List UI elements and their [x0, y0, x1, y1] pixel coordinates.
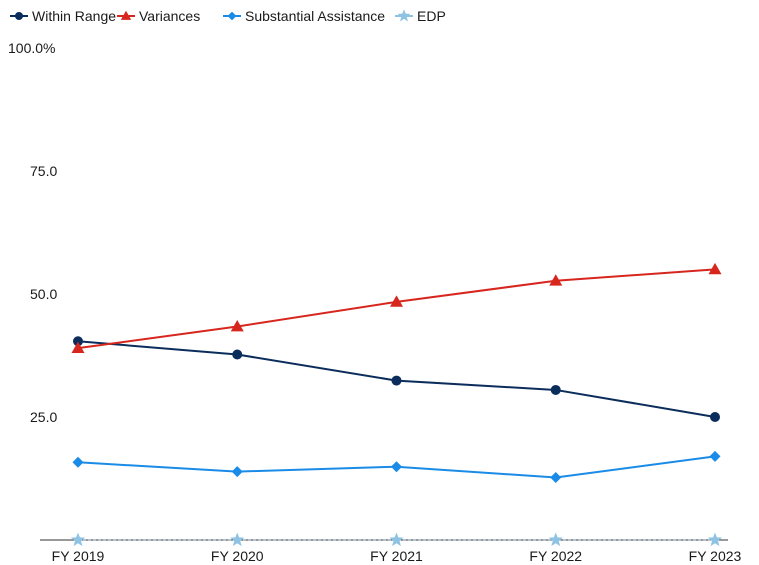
data-point-within-range: [73, 336, 83, 347]
data-point-within-range: [550, 384, 561, 395]
data-point-substantial-assistance: [72, 456, 84, 468]
series-within-range: [73, 336, 720, 422]
legend-item-within-range[interactable]: Within Range: [10, 8, 116, 24]
data-point-substantial-assistance: [391, 461, 402, 473]
y-tick-label: 100.0%: [8, 40, 55, 56]
y-tick-label: 75.0: [30, 163, 57, 179]
series-variances: [71, 262, 722, 353]
legend-item-substantial-assistance[interactable]: Substantial Assistance: [223, 8, 385, 24]
data-point-within-range: [232, 349, 243, 360]
legend-item-variances[interactable]: Variances: [117, 8, 200, 24]
legend-marker-variances: [120, 10, 132, 20]
data-point-substantial-assistance: [709, 450, 721, 462]
legend-label-variances: Variances: [139, 8, 200, 24]
legend-label-substantial-assistance: Substantial Assistance: [245, 8, 385, 24]
legend-marker-within-range: [15, 12, 23, 20]
data-point-edp: [70, 532, 86, 547]
y-axis: 100.0% 75.0 50.0 25.0: [8, 40, 57, 425]
legend-marker-edp: [397, 9, 411, 22]
data-point-variances: [230, 319, 244, 332]
series-line-variances: [77, 268, 716, 350]
x-axis: FY 2019 FY 2020 FY 2021 FY 2022 FY 2023: [40, 539, 742, 564]
y-tick-label: 25.0: [30, 409, 57, 425]
x-tick-label: FY 2022: [529, 548, 582, 564]
legend-label-within-range: Within Range: [32, 8, 116, 24]
y-tick-label: 50.0: [30, 286, 57, 302]
data-point-substantial-assistance: [550, 472, 562, 484]
data-point-edp: [707, 532, 723, 547]
legend-marker-substantial-assistance: [227, 11, 237, 21]
data-point-variances: [708, 262, 722, 275]
legend: Within Range Variances Substantial Assista…: [10, 8, 446, 24]
x-tick-label: FY 2019: [52, 548, 105, 564]
data-point-edp: [230, 532, 245, 547]
data-point-edp: [389, 532, 404, 547]
series-substantial-assistance: [72, 450, 721, 484]
data-point-substantial-assistance: [231, 466, 243, 478]
x-tick-label: FY 2023: [689, 548, 742, 564]
data-point-variances: [390, 295, 403, 307]
series-edp: [70, 532, 723, 547]
data-point-variances: [71, 341, 85, 353]
series-layer: [70, 262, 723, 547]
legend-label-edp: EDP: [417, 8, 446, 24]
x-tick-label: FY 2021: [370, 548, 423, 564]
data-point-variances: [549, 274, 563, 286]
data-point-within-range: [391, 375, 402, 386]
data-point-within-range: [710, 412, 720, 422]
x-tick-label: FY 2020: [211, 548, 264, 564]
data-point-edp: [548, 532, 563, 547]
legend-item-edp[interactable]: EDP: [395, 8, 446, 24]
